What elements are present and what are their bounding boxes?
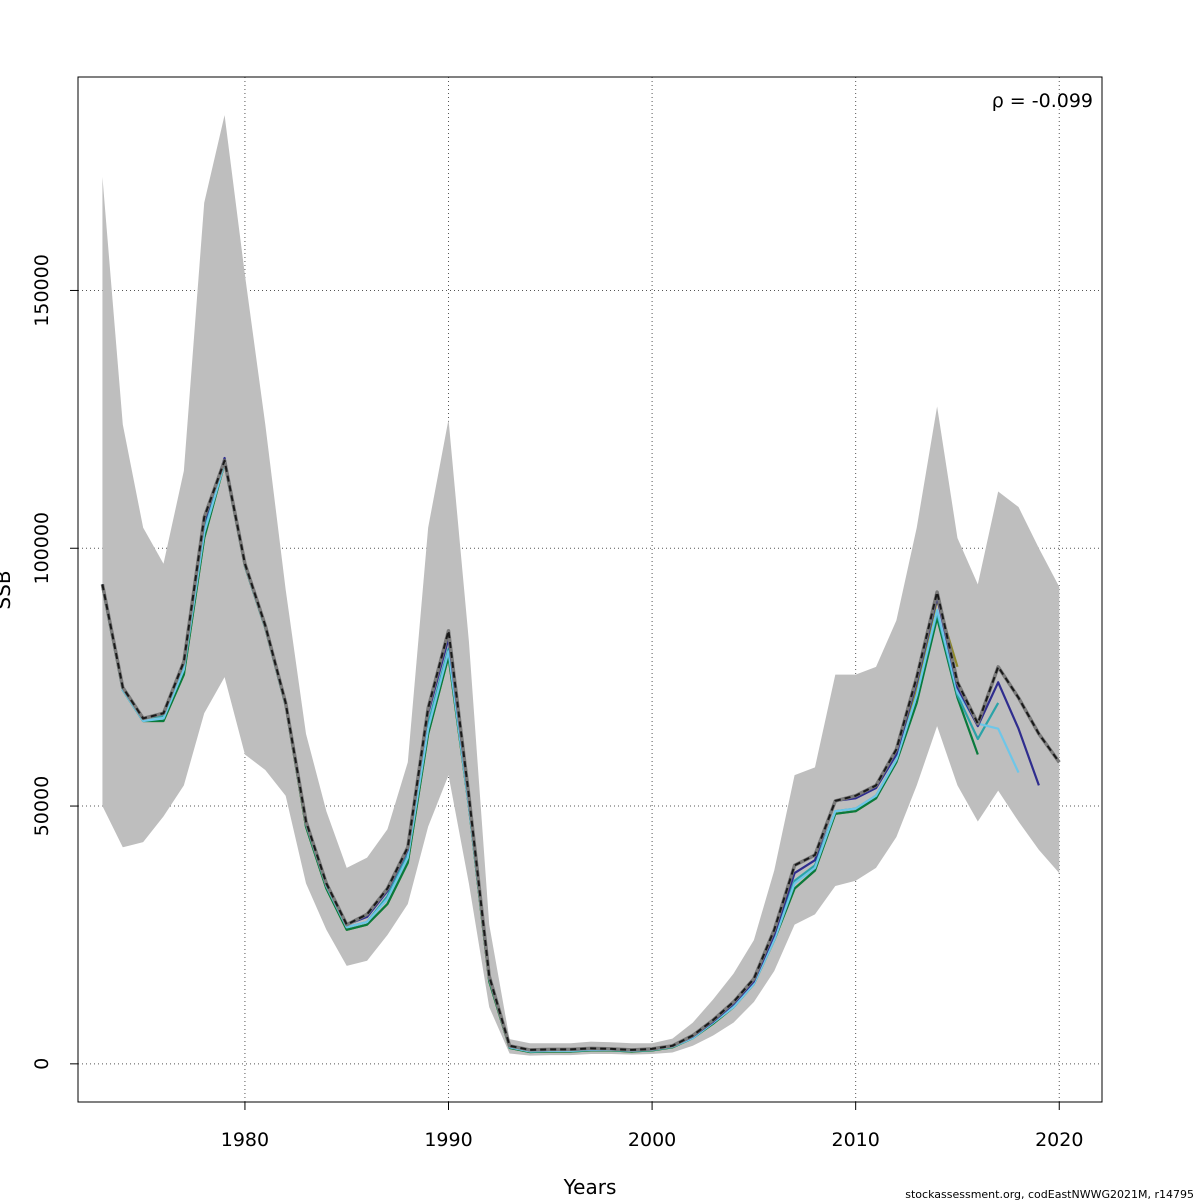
x-tick-label: 2020 [1035,1129,1083,1151]
x-tick-label: 1990 [424,1129,472,1151]
x-axis-title: Years [563,1175,617,1199]
confidence-band [102,115,1060,1056]
x-axis: 1980 1990 2000 2010 2020 [221,1102,1083,1151]
series-layer [100,456,1061,1054]
y-tick-label: 100000 [31,512,53,585]
y-tick-label: 0 [31,1058,53,1070]
credit-text: stockassessment.org, codEastNWWG2021M, r… [905,1188,1194,1200]
plot-frame [77,76,1103,1103]
rho-annotation: ρ = -0.099 [992,90,1093,112]
y-axis-title: SSB [0,570,15,609]
series-line-2020 [101,459,1061,1051]
x-tick-label: 2000 [628,1129,676,1151]
y-tick-label: 50000 [31,776,53,836]
x-tick-label: 1980 [221,1129,269,1151]
x-tick-label: 2010 [831,1129,879,1151]
y-tick-label: 150000 [31,254,53,327]
confidence-band-layer [102,115,1060,1056]
y-axis: 0 50000 100000 150000 [31,254,78,1070]
